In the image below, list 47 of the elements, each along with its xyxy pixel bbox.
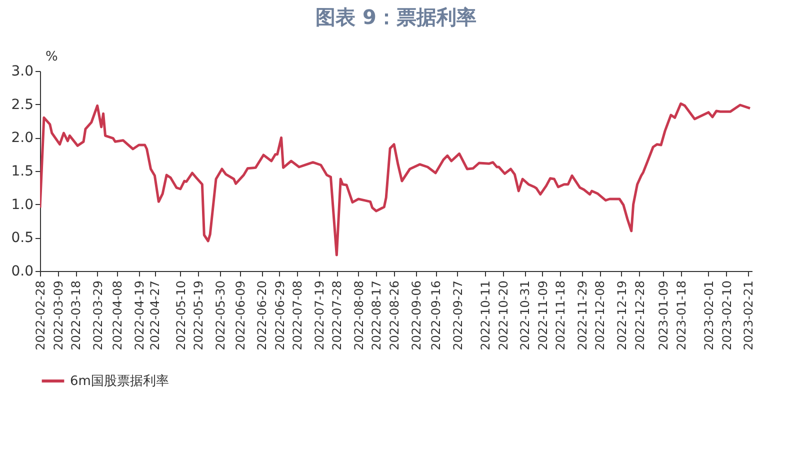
x-tick-label: 2022-10-11 xyxy=(478,280,492,350)
x-tick-label: 2022-08-08 xyxy=(352,280,366,350)
x-tick-label: 2022-09-16 xyxy=(429,280,444,350)
x-tick-label: 2022-07-28 xyxy=(330,280,344,350)
x-tick-label: 2022-12-28 xyxy=(632,280,647,350)
y-tick-label: 3.0 xyxy=(11,64,34,80)
x-tick-label: 2023-02-21 xyxy=(742,280,756,350)
y-tick-label: 1.0 xyxy=(11,196,34,213)
x-tick-label: 2023-01-09 xyxy=(656,280,670,350)
y-tick-label: 0.0 xyxy=(11,264,34,280)
x-tick-label: 2022-04-19 xyxy=(132,280,146,350)
x-tick-label: 2022-05-30 xyxy=(213,280,228,350)
x-tick-label: 2022-12-19 xyxy=(614,280,629,350)
chart-title: 图表 9：票据利率 xyxy=(316,5,476,29)
x-tick-label: 2022-04-27 xyxy=(148,280,162,350)
x-tick-label: 2022-02-28 xyxy=(34,280,48,350)
x-tick-label: 2022-03-29 xyxy=(90,280,105,350)
x-tick-label: 2022-11-29 xyxy=(575,280,590,350)
x-tick-label: 2022-12-08 xyxy=(593,280,608,350)
x-tick-label: 2022-06-09 xyxy=(233,280,248,350)
x-tick-label: 2022-04-08 xyxy=(110,280,125,350)
x-tick-label: 2022-08-17 xyxy=(370,280,384,350)
x-tick-label: 2022-07-19 xyxy=(312,280,326,350)
y-axis-title: % xyxy=(46,50,58,64)
x-tick-label: 2022-06-29 xyxy=(272,280,287,350)
y-tick-label: 0.5 xyxy=(11,230,34,246)
y-tick-label: 2.0 xyxy=(11,130,34,146)
x-tick-label: 2022-08-26 xyxy=(388,280,402,350)
x-tick-label: 2023-01-18 xyxy=(674,280,688,350)
x-tick-label: 2022-09-27 xyxy=(450,280,465,350)
x-tick-label: 2022-09-06 xyxy=(409,280,424,350)
x-tick-label: 2022-10-20 xyxy=(496,280,510,350)
y-tick-label: 1.5 xyxy=(11,164,34,180)
x-tick-label: 2023-02-01 xyxy=(702,280,716,350)
x-tick-label: 2022-11-18 xyxy=(554,280,568,350)
legend-label: 6m国股票据利率 xyxy=(70,373,169,389)
x-tick-label: 2022-10-31 xyxy=(518,280,532,350)
x-tick-label: 2022-06-20 xyxy=(255,280,270,350)
line-series xyxy=(40,102,752,256)
x-tick-label: 2022-03-18 xyxy=(69,280,84,350)
x-tick-label: 2022-05-10 xyxy=(174,280,188,350)
x-tick-label: 2022-03-09 xyxy=(51,280,66,350)
x-tick-label: 2022-07-08 xyxy=(290,280,305,350)
x-tick-label: 2023-02-10 xyxy=(720,280,734,350)
y-tick-label: 2.5 xyxy=(11,96,34,113)
x-tick-label: 2022-05-19 xyxy=(192,280,206,350)
x-tick-label: 2022-11-09 xyxy=(536,280,550,350)
